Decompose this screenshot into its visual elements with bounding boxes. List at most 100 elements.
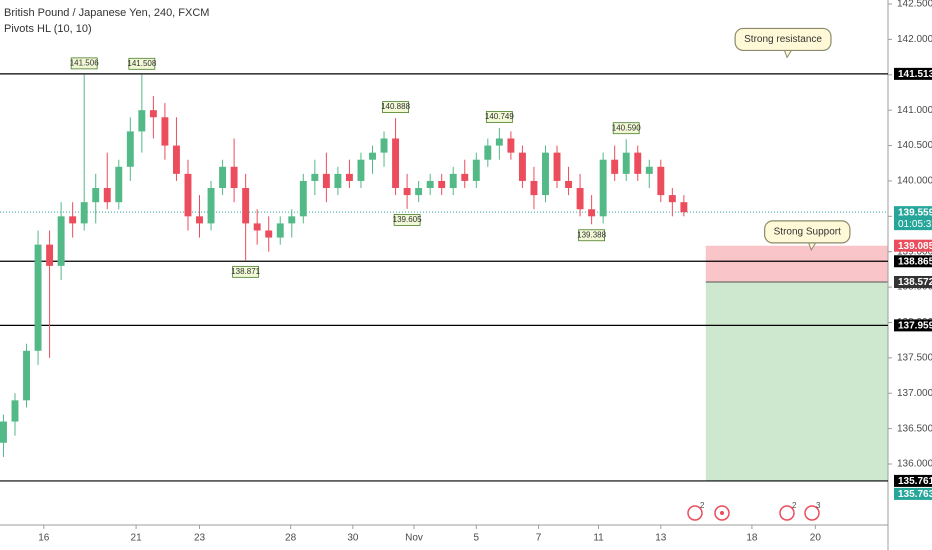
candle-body (426, 180, 434, 189)
candle-body (230, 166, 238, 189)
x-tick-label: 5 (474, 533, 480, 544)
candle-body (415, 188, 423, 196)
callout-text: Strong Support (774, 227, 841, 238)
callout: Strong resistance (734, 27, 832, 59)
price-tag-label: 135.761 (898, 476, 932, 487)
pivot-label-box (382, 101, 409, 114)
price-tag-label: 138.572 (898, 277, 932, 288)
candle-body (553, 152, 561, 181)
candle-body (668, 195, 676, 203)
event-icon[interactable] (687, 505, 703, 521)
candle-body (507, 138, 515, 153)
candle-body (622, 152, 630, 174)
price-tag (894, 255, 932, 268)
candle-body (392, 138, 400, 189)
candle-body (542, 152, 549, 196)
candle-body (311, 173, 319, 181)
event-icon[interactable] (804, 505, 820, 521)
candle-body (46, 244, 54, 266)
x-tick-label: 13 (655, 533, 667, 544)
x-tick-label: Nov (405, 533, 423, 544)
event-count: 3 (816, 501, 821, 510)
pivot-label: 138.871 (231, 267, 260, 276)
pivot-label-box (70, 57, 98, 70)
x-tick-label: 20 (810, 533, 822, 544)
candle-body (80, 202, 88, 224)
event-dot (720, 511, 724, 515)
pivot-label-box (578, 229, 606, 242)
price-tag-label: 139.559 (898, 207, 932, 218)
price-tag-label: 139.085 (898, 241, 932, 252)
candle-body (472, 159, 480, 181)
y-tick-label: 140.500 (897, 140, 932, 151)
price-tag (894, 67, 932, 80)
price-tag (894, 275, 932, 288)
candle-body (357, 159, 365, 181)
y-tick-label: 137.500 (897, 352, 932, 363)
candle-body (461, 173, 469, 181)
indicator-name: Pivots HL (10, 10) (4, 23, 92, 35)
candle-body (634, 152, 642, 174)
candle-body (103, 188, 111, 203)
pivot-label-box (485, 111, 513, 123)
chart-title: British Pound / Japanese Yen, 240, FXCM (4, 7, 209, 19)
pivot-label-box (393, 213, 421, 226)
candle-body (126, 131, 134, 167)
candle-body (299, 180, 307, 217)
x-tick-label: 30 (347, 533, 359, 544)
candle-body (207, 188, 215, 224)
y-tick-label: 136.500 (897, 423, 932, 434)
candle-body (518, 152, 526, 181)
candle-body (403, 188, 411, 196)
candle-body (184, 173, 192, 217)
event-count: 2 (700, 501, 705, 510)
price-tag (894, 239, 932, 252)
candle-body (334, 173, 342, 189)
y-tick-label: 137.000 (897, 388, 932, 399)
candle-body (149, 110, 157, 118)
callout-box (764, 220, 851, 244)
candle-body (23, 350, 30, 401)
stop-zone (705, 245, 888, 282)
candle-body (219, 166, 227, 189)
x-tick-label: 16 (38, 533, 50, 544)
y-tick-label: 139.000 (897, 246, 932, 257)
price-tag-note: 01:05:37 (898, 219, 932, 230)
candle-body (172, 145, 180, 174)
y-tick-label: 142.500 (897, 0, 932, 10)
candle-body (0, 421, 7, 443)
pivot-label: 141.506 (70, 58, 99, 67)
candle-body (276, 223, 284, 238)
candle-body (438, 180, 446, 189)
pivot-label-box (232, 265, 260, 278)
price-tag (894, 206, 932, 231)
price-tag-label: 141.513 (898, 69, 932, 80)
callout-box (734, 27, 832, 52)
x-tick-label: 11 (593, 533, 604, 544)
price-tag (894, 487, 932, 500)
pivot-label-box (612, 122, 640, 135)
candle-body (242, 188, 250, 224)
pivot-label: 140.749 (485, 112, 514, 121)
price-tag-label: 135.763 (898, 489, 932, 500)
pivot-label-box (128, 57, 156, 70)
pivot-label: 141.508 (127, 59, 156, 68)
candle-body (265, 230, 273, 238)
event-markers: 2 2 3 (687, 501, 821, 521)
y-tick-label: 136.000 (897, 459, 932, 470)
candle-body (115, 166, 123, 203)
candle-body (680, 202, 688, 213)
y-tick-label: 142.000 (897, 34, 932, 45)
x-tick-label: 18 (746, 533, 758, 544)
y-tick-label: 140.000 (897, 176, 932, 187)
target-zone (705, 281, 888, 481)
candle-body (253, 223, 261, 231)
price-tag (894, 319, 932, 332)
candle-body (380, 138, 388, 153)
candle-body (611, 159, 619, 174)
candle-body (345, 173, 353, 181)
event-icon[interactable] (779, 505, 795, 521)
x-tick-label: 21 (131, 533, 143, 544)
price-tag (894, 474, 932, 487)
